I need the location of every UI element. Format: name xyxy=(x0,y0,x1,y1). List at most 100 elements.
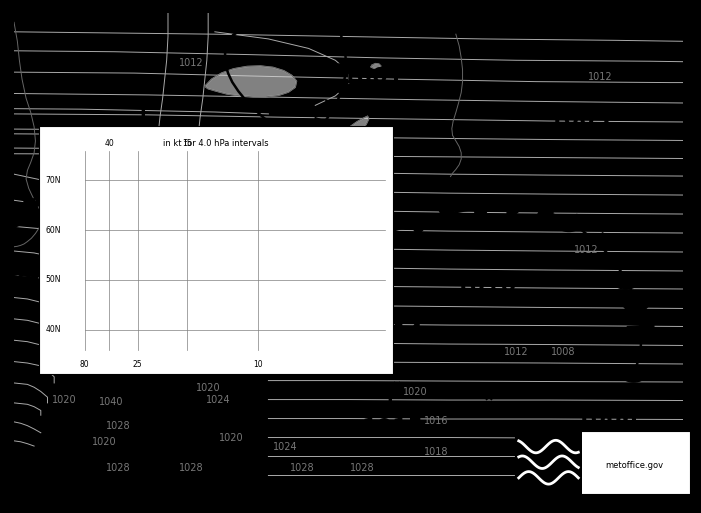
Text: 1016: 1016 xyxy=(52,300,76,310)
Text: 1028: 1028 xyxy=(350,463,374,473)
Polygon shape xyxy=(238,233,259,248)
Text: 1018: 1018 xyxy=(423,447,448,457)
Polygon shape xyxy=(163,251,185,264)
Polygon shape xyxy=(121,198,142,212)
Text: 60N: 60N xyxy=(46,226,61,234)
Polygon shape xyxy=(437,206,456,225)
Polygon shape xyxy=(146,155,170,171)
Text: 996: 996 xyxy=(121,133,168,153)
Text: L: L xyxy=(165,203,177,221)
Text: 1032: 1032 xyxy=(123,442,186,462)
Polygon shape xyxy=(561,214,583,231)
Text: 1024: 1024 xyxy=(290,364,314,373)
Text: 1012: 1012 xyxy=(504,347,529,357)
Polygon shape xyxy=(507,197,521,216)
Polygon shape xyxy=(301,135,322,149)
Polygon shape xyxy=(156,230,177,244)
Polygon shape xyxy=(350,232,372,246)
Polygon shape xyxy=(327,116,369,172)
Polygon shape xyxy=(188,209,208,223)
Text: 1008: 1008 xyxy=(193,219,217,229)
Text: 1020: 1020 xyxy=(403,387,428,398)
Polygon shape xyxy=(165,194,186,209)
Text: 1004: 1004 xyxy=(169,250,193,260)
Text: 1028: 1028 xyxy=(179,463,204,473)
Text: L: L xyxy=(386,298,398,316)
Text: 1016: 1016 xyxy=(423,416,448,426)
Polygon shape xyxy=(125,128,144,141)
Polygon shape xyxy=(137,134,158,145)
Polygon shape xyxy=(150,444,172,458)
Text: 1014: 1014 xyxy=(361,323,423,343)
Text: 1024: 1024 xyxy=(79,283,103,293)
Polygon shape xyxy=(207,132,224,151)
Polygon shape xyxy=(376,224,393,242)
Text: 1024: 1024 xyxy=(273,442,297,452)
Polygon shape xyxy=(156,309,178,322)
Text: 1016: 1016 xyxy=(283,198,308,208)
Text: H: H xyxy=(147,417,162,435)
Text: 15: 15 xyxy=(182,139,192,148)
Polygon shape xyxy=(242,130,255,149)
Polygon shape xyxy=(535,202,553,220)
Polygon shape xyxy=(301,137,318,156)
Polygon shape xyxy=(165,272,187,284)
Text: 1040: 1040 xyxy=(99,397,123,407)
Polygon shape xyxy=(102,140,121,153)
Polygon shape xyxy=(471,200,487,218)
Polygon shape xyxy=(39,179,58,192)
Polygon shape xyxy=(627,325,654,336)
Polygon shape xyxy=(175,140,193,158)
Polygon shape xyxy=(406,215,425,234)
Text: 1028: 1028 xyxy=(105,421,130,430)
Text: 70N: 70N xyxy=(46,176,61,185)
Text: L: L xyxy=(574,85,585,103)
Polygon shape xyxy=(620,369,646,382)
Text: 1006: 1006 xyxy=(576,408,638,428)
Polygon shape xyxy=(326,100,347,113)
Polygon shape xyxy=(58,164,78,178)
Text: 1024: 1024 xyxy=(363,366,388,376)
Text: L: L xyxy=(367,42,378,60)
Polygon shape xyxy=(599,254,625,268)
Polygon shape xyxy=(19,263,38,278)
Polygon shape xyxy=(146,179,165,193)
Polygon shape xyxy=(134,368,156,380)
Polygon shape xyxy=(133,389,156,400)
Polygon shape xyxy=(622,300,649,312)
Polygon shape xyxy=(272,132,287,150)
Polygon shape xyxy=(627,348,654,359)
Polygon shape xyxy=(332,43,355,55)
Text: 1024: 1024 xyxy=(206,394,231,405)
Text: 1020: 1020 xyxy=(297,155,321,165)
Text: L: L xyxy=(386,393,398,411)
Text: 1012: 1012 xyxy=(179,57,204,68)
Polygon shape xyxy=(268,241,288,257)
Text: 40N: 40N xyxy=(46,325,61,334)
Text: 25: 25 xyxy=(133,360,142,369)
Polygon shape xyxy=(328,241,347,258)
Polygon shape xyxy=(142,426,163,439)
Text: 1020: 1020 xyxy=(52,394,76,405)
Text: L: L xyxy=(480,250,491,269)
Text: 1020: 1020 xyxy=(196,383,221,392)
Polygon shape xyxy=(9,214,30,228)
Polygon shape xyxy=(45,254,64,267)
Text: 1004: 1004 xyxy=(52,198,76,208)
Text: L: L xyxy=(601,383,612,402)
Text: in kt for 4.0 hPa intervals: in kt for 4.0 hPa intervals xyxy=(163,139,268,148)
Polygon shape xyxy=(163,291,185,303)
Polygon shape xyxy=(317,135,330,149)
Text: 1020: 1020 xyxy=(219,432,244,443)
Polygon shape xyxy=(205,66,297,97)
Text: 50N: 50N xyxy=(46,275,61,284)
Text: metoffice.gov: metoffice.gov xyxy=(606,461,663,470)
Polygon shape xyxy=(107,214,126,228)
Text: 1010: 1010 xyxy=(455,275,517,295)
Polygon shape xyxy=(139,347,161,360)
Polygon shape xyxy=(89,229,108,243)
Bar xyxy=(515,431,582,494)
Polygon shape xyxy=(613,276,639,289)
Polygon shape xyxy=(582,233,606,248)
Polygon shape xyxy=(147,328,169,341)
